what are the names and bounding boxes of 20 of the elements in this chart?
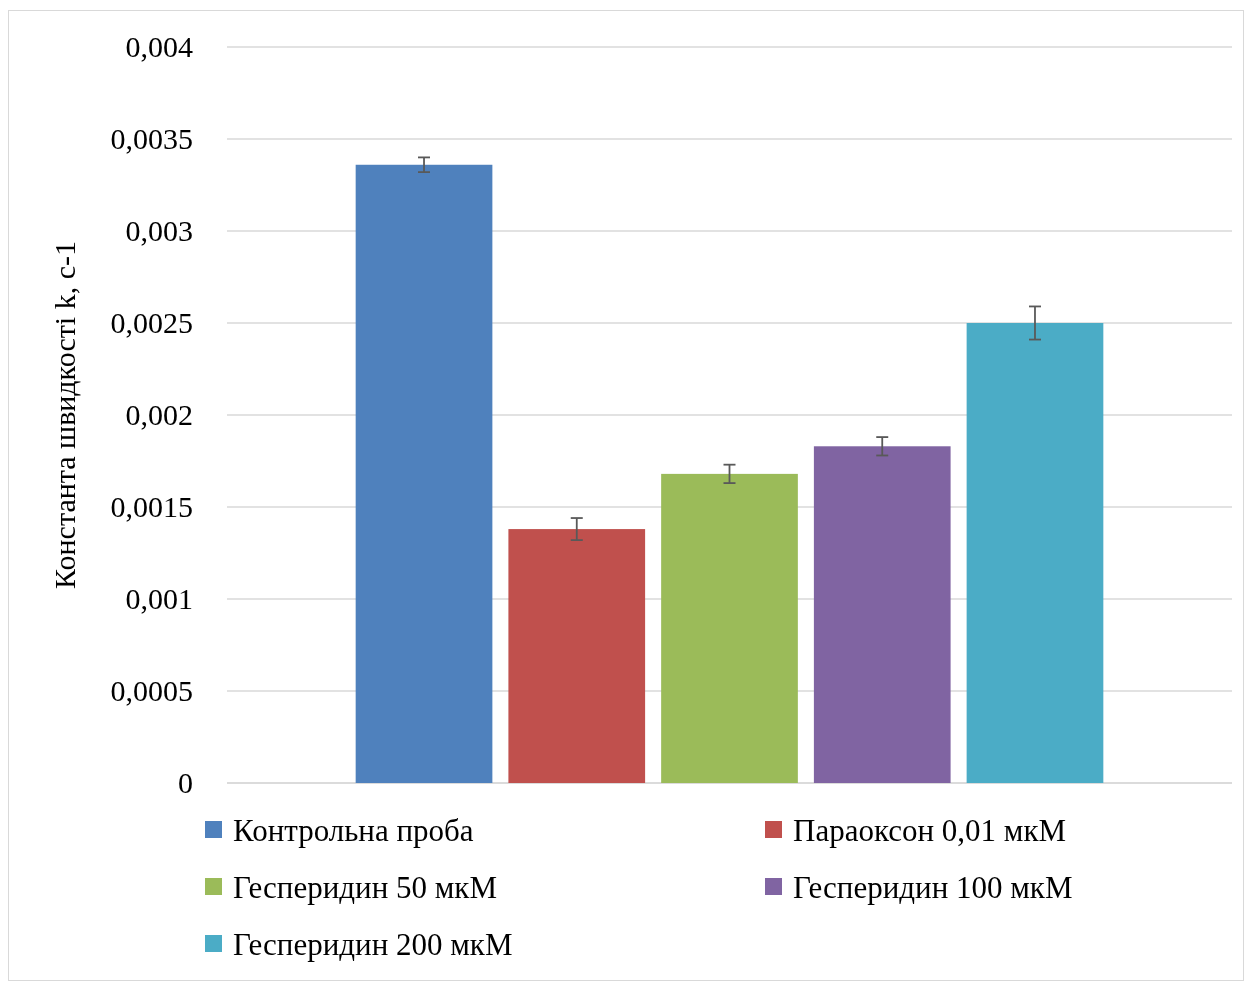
y-tick-label: 0,0015 <box>110 490 193 524</box>
bar <box>355 164 493 783</box>
y-tick-label: 0,003 <box>125 214 193 248</box>
legend-label: Гесперидин 50 мкМ <box>233 869 497 905</box>
y-tick-label: 0 <box>178 766 193 800</box>
bar <box>508 529 646 783</box>
legend-label: Контрольна проба <box>233 812 474 848</box>
y-tick-label: 0,0005 <box>110 674 193 708</box>
bar <box>661 473 798 783</box>
legend-label: Параоксон 0,01 мкМ <box>793 812 1067 848</box>
y-tick-label: 0,001 <box>125 582 193 616</box>
legend-label: Гесперидин 200 мкМ <box>233 926 513 962</box>
legend-label: Гесперидин 100 мкМ <box>793 869 1073 905</box>
y-tick-label: 0,0025 <box>110 306 193 340</box>
bar <box>813 446 951 783</box>
y-tick-label: 0,0035 <box>110 122 193 156</box>
y-tick-label: 0,004 <box>125 30 193 64</box>
y-tick-label: 0,002 <box>125 398 193 432</box>
bar <box>966 323 1104 783</box>
y-axis-title: Константа швидкості k, с-1 <box>48 241 81 589</box>
